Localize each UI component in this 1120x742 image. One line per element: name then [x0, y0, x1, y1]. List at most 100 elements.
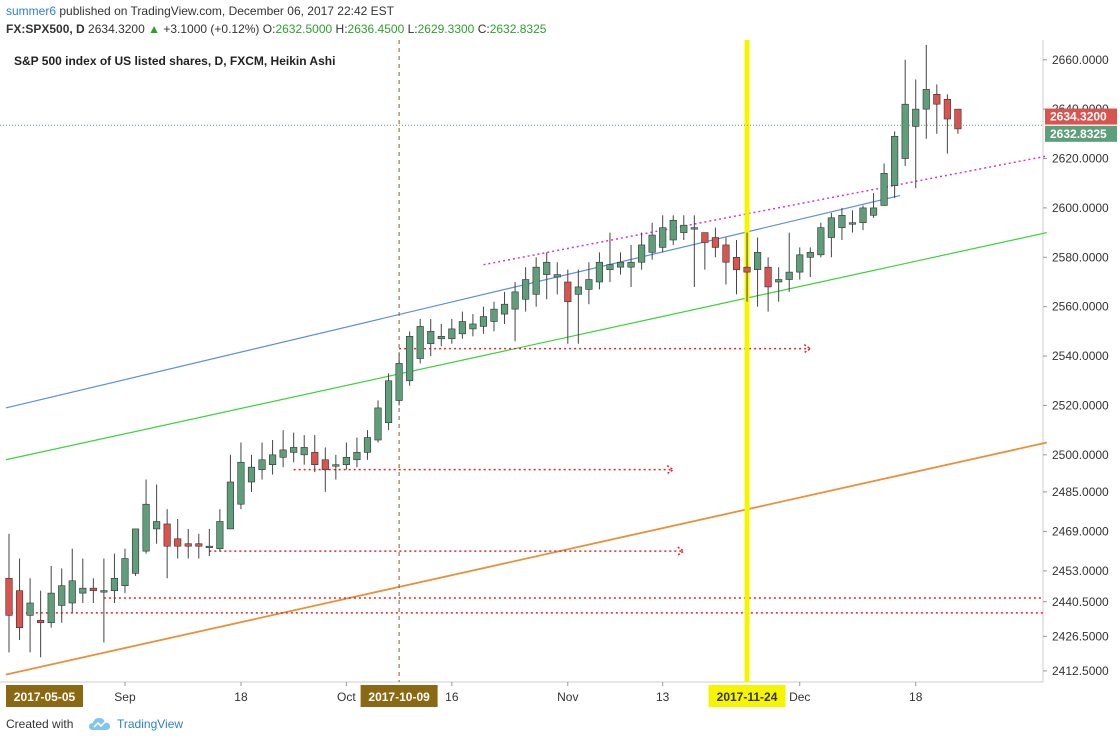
- candle[interactable]: [574, 269, 582, 344]
- resistance-dotted-magenta[interactable]: [483, 155, 1048, 266]
- candle[interactable]: [237, 442, 245, 510]
- tradingview-cloud-icon[interactable]: [88, 715, 112, 735]
- candle[interactable]: [754, 237, 762, 307]
- candle[interactable]: [47, 565, 55, 628]
- candle[interactable]: [891, 131, 899, 199]
- candle[interactable]: [806, 247, 814, 278]
- candle[interactable]: [743, 232, 751, 302]
- candle[interactable]: [290, 432, 298, 463]
- upper-channel-blue[interactable]: [5, 194, 901, 409]
- candle[interactable]: [163, 509, 171, 579]
- candle[interactable]: [15, 558, 24, 641]
- candle[interactable]: [406, 331, 414, 386]
- candle[interactable]: [785, 232, 793, 292]
- candle[interactable]: [659, 215, 667, 253]
- candle[interactable]: [796, 247, 804, 280]
- candle[interactable]: [342, 442, 350, 470]
- candle[interactable]: [859, 205, 867, 231]
- candle[interactable]: [100, 558, 108, 643]
- candle[interactable]: [458, 311, 466, 339]
- highlighted-date-label[interactable]: 2017-05-05: [6, 685, 83, 707]
- candle[interactable]: [838, 207, 846, 241]
- candle[interactable]: [469, 314, 477, 337]
- candle[interactable]: [216, 509, 224, 552]
- candle[interactable]: [848, 210, 857, 233]
- candle[interactable]: [374, 400, 382, 443]
- candle[interactable]: [195, 533, 203, 559]
- candle[interactable]: [300, 435, 308, 465]
- candle[interactable]: [258, 442, 266, 480]
- candle[interactable]: [58, 568, 66, 623]
- candle-series[interactable]: [5, 44, 962, 658]
- candle[interactable]: [89, 578, 97, 603]
- middle-channel-green[interactable]: [5, 232, 1048, 461]
- candle[interactable]: [205, 528, 213, 557]
- author-link[interactable]: summer6: [6, 4, 57, 18]
- highlighted-date-label[interactable]: 2017-10-09: [360, 685, 438, 707]
- candle[interactable]: [490, 301, 498, 332]
- candle[interactable]: [416, 319, 424, 364]
- candle[interactable]: [522, 267, 530, 312]
- tradingview-link[interactable]: TradingView: [117, 717, 184, 731]
- candle[interactable]: [585, 262, 593, 305]
- candle[interactable]: [627, 244, 635, 287]
- candle[interactable]: [79, 558, 87, 603]
- candle[interactable]: [912, 79, 920, 189]
- candle[interactable]: [638, 232, 646, 270]
- candle[interactable]: [711, 227, 719, 258]
- candle[interactable]: [121, 548, 129, 594]
- candle[interactable]: [174, 519, 182, 559]
- candle[interactable]: [153, 484, 161, 544]
- candle[interactable]: [595, 252, 603, 290]
- candle[interactable]: [321, 447, 329, 492]
- candle[interactable]: [690, 215, 698, 287]
- candle[interactable]: [869, 193, 878, 218]
- plot-area[interactable]: [0, 40, 1043, 682]
- candle[interactable]: [68, 548, 76, 613]
- candle[interactable]: [933, 84, 941, 134]
- candle[interactable]: [943, 94, 951, 154]
- candle[interactable]: [353, 437, 361, 468]
- candle[interactable]: [669, 215, 677, 245]
- candle[interactable]: [184, 528, 192, 559]
- lower-channel-orange[interactable]: [5, 441, 1048, 676]
- candle[interactable]: [606, 232, 614, 282]
- candle[interactable]: [332, 454, 340, 480]
- candle[interactable]: [775, 267, 783, 302]
- candle[interactable]: [131, 528, 140, 576]
- candle[interactable]: [732, 240, 741, 295]
- candle[interactable]: [247, 454, 256, 492]
- candle[interactable]: [395, 353, 403, 406]
- candle[interactable]: [37, 590, 45, 658]
- candle[interactable]: [648, 222, 656, 260]
- candle[interactable]: [543, 252, 551, 300]
- candle[interactable]: [764, 257, 772, 312]
- candle[interactable]: [5, 533, 13, 653]
- candle[interactable]: [817, 222, 825, 258]
- candle[interactable]: [922, 44, 930, 139]
- candle[interactable]: [311, 435, 319, 473]
- candle[interactable]: [880, 163, 888, 206]
- candle[interactable]: [479, 306, 488, 334]
- candle[interactable]: [827, 212, 835, 258]
- highlighted-date-label[interactable]: 2017-11-24: [708, 685, 786, 707]
- candle[interactable]: [722, 237, 730, 285]
- price-axis[interactable]: 2412.5000 2426.5000 2440.5000 2453.0000 2469…: [1043, 53, 1109, 678]
- candle[interactable]: [500, 291, 509, 324]
- candle[interactable]: [532, 257, 540, 307]
- candle[interactable]: [553, 262, 561, 295]
- candle[interactable]: [448, 319, 456, 344]
- candle[interactable]: [26, 578, 34, 653]
- candle[interactable]: [701, 232, 709, 270]
- candle[interactable]: [511, 281, 519, 342]
- candle[interactable]: [564, 269, 572, 344]
- candle[interactable]: [616, 252, 625, 275]
- candle[interactable]: [142, 479, 150, 554]
- candle[interactable]: [384, 373, 393, 431]
- candle[interactable]: [226, 454, 234, 530]
- candle[interactable]: [110, 553, 119, 603]
- candle[interactable]: [680, 215, 688, 241]
- candle[interactable]: [279, 430, 287, 468]
- candle[interactable]: [437, 323, 445, 347]
- time-axis[interactable]: 2017-05-05 Sep 18 Oct 2017-10-09 16 Nov 13 2017-…: [6, 682, 923, 707]
